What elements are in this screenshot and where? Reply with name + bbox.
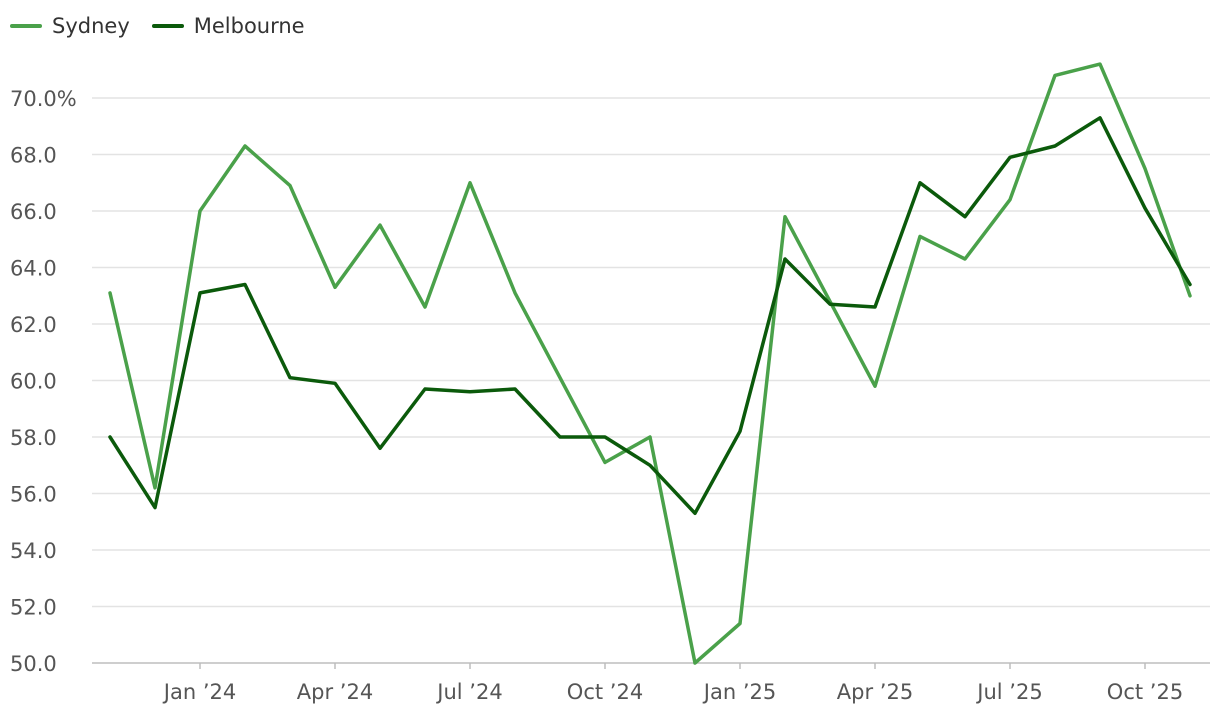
chart-legend: Sydney Melbourne (10, 14, 305, 38)
legend-swatch-sydney (10, 24, 42, 28)
series-lines (108, 62, 1192, 665)
series-line-sydney (108, 62, 1192, 665)
y-tick-label: 52.0 (10, 596, 57, 620)
x-tick-label: Jan ’25 (702, 680, 776, 704)
y-axis: 50.0 52.0 54.0 56.0 58.0 60.0 62.0 64.0 66.0 68.0… (10, 87, 77, 676)
legend-label-melbourne: Melbourne (193, 14, 305, 38)
x-tick-label: Jan ’24 (162, 680, 236, 704)
x-tick-label: Apr ’25 (837, 680, 913, 704)
y-tick-label: 70.0% (10, 87, 77, 111)
y-tick-label: 56.0 (10, 483, 57, 507)
series-line-melbourne (108, 116, 1192, 516)
x-tick-label: Jul ’25 (975, 680, 1042, 704)
y-tick-label: 54.0 (10, 539, 57, 563)
legend-item-sydney: Sydney (10, 14, 130, 38)
y-tick-label: 50.0 (10, 652, 57, 676)
x-tick-label: Oct ’25 (1107, 680, 1183, 704)
y-tick-label: 68.0 (10, 144, 57, 168)
y-tick-label: 58.0 (10, 426, 57, 450)
legend-label-sydney: Sydney (52, 14, 130, 38)
y-tick-label: 60.0 (10, 370, 57, 394)
gridlines (92, 97, 1210, 664)
x-tick-label: Oct ’24 (567, 680, 643, 704)
x-tick-label: Jul ’24 (435, 680, 502, 704)
y-tick-label: 64.0 (10, 257, 57, 281)
y-tick-label: 66.0 (10, 200, 57, 224)
legend-swatch-melbourne (151, 24, 184, 28)
x-axis: Jan ’24 Apr ’24 Jul ’24 Oct ’24 Jan ’25 Apr ’… (162, 663, 1183, 704)
x-tick-label: Apr ’24 (297, 680, 373, 704)
y-tick-label: 62.0 (10, 313, 57, 337)
legend-item-melbourne: Melbourne (151, 14, 305, 38)
